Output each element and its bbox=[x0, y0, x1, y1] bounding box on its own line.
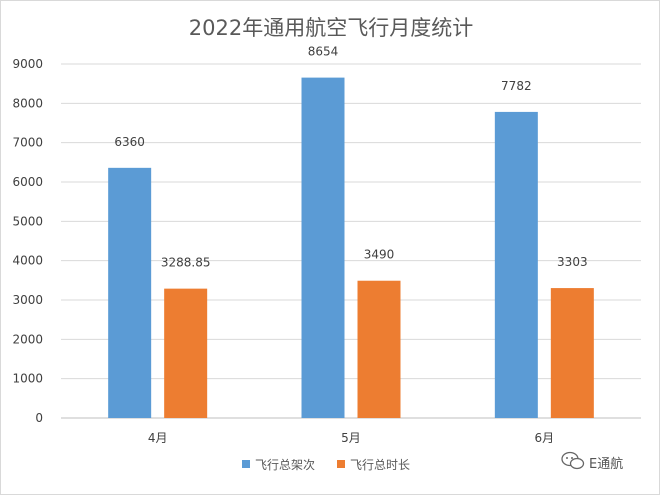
wechat-icon bbox=[561, 451, 585, 470]
bar-hours-6 bbox=[550, 288, 594, 418]
watermark-text: E通航 bbox=[589, 456, 623, 472]
y-axis-ticks: 0 1000 2000 3000 4000 5000 6000 7000 8000 9000 bbox=[12, 57, 43, 425]
data-label: 6360 bbox=[114, 135, 145, 149]
legend-swatch-hours bbox=[337, 460, 345, 468]
data-labels: 6360 3288.85 8654 3490 7782 3303 bbox=[114, 45, 587, 270]
bar-hours-4 bbox=[164, 288, 208, 418]
y-tick-label: 5000 bbox=[12, 214, 43, 228]
legend-label-hours: 飞行总时长 bbox=[350, 458, 410, 472]
y-tick-label: 8000 bbox=[12, 96, 43, 110]
bar-flights-4 bbox=[108, 167, 152, 418]
watermark: E通航 bbox=[561, 451, 623, 472]
legend: 飞行总架次 飞行总时长 bbox=[242, 458, 410, 472]
gridlines bbox=[61, 63, 641, 419]
y-tick-label: 1000 bbox=[12, 372, 43, 386]
bar-hours-5 bbox=[357, 280, 401, 418]
x-tick-label: 5月 bbox=[341, 431, 361, 445]
x-tick-label: 6月 bbox=[535, 431, 555, 445]
y-tick-label: 4000 bbox=[12, 254, 43, 268]
legend-swatch-flights bbox=[242, 460, 250, 468]
data-label: 3490 bbox=[364, 248, 395, 262]
y-tick-label: 3000 bbox=[12, 293, 43, 307]
legend-label-flights: 飞行总架次 bbox=[255, 458, 315, 472]
y-tick-label: 0 bbox=[35, 411, 43, 425]
x-tick-label: 4月 bbox=[148, 431, 168, 445]
y-tick-label: 7000 bbox=[12, 136, 43, 150]
chart-title: 2022年通用航空飞行月度统计 bbox=[189, 16, 473, 40]
bar-flights-5 bbox=[301, 77, 345, 418]
x-axis-ticks: 4月 5月 6月 bbox=[148, 431, 554, 445]
y-tick-label: 2000 bbox=[12, 332, 43, 346]
data-label: 3303 bbox=[557, 255, 588, 269]
y-tick-label: 9000 bbox=[12, 57, 43, 71]
data-label: 7782 bbox=[501, 79, 532, 93]
data-label: 3288.85 bbox=[161, 256, 211, 270]
data-label: 8654 bbox=[308, 45, 339, 59]
y-tick-label: 6000 bbox=[12, 175, 43, 189]
bar-flights-6 bbox=[494, 111, 538, 419]
bars bbox=[108, 77, 594, 419]
